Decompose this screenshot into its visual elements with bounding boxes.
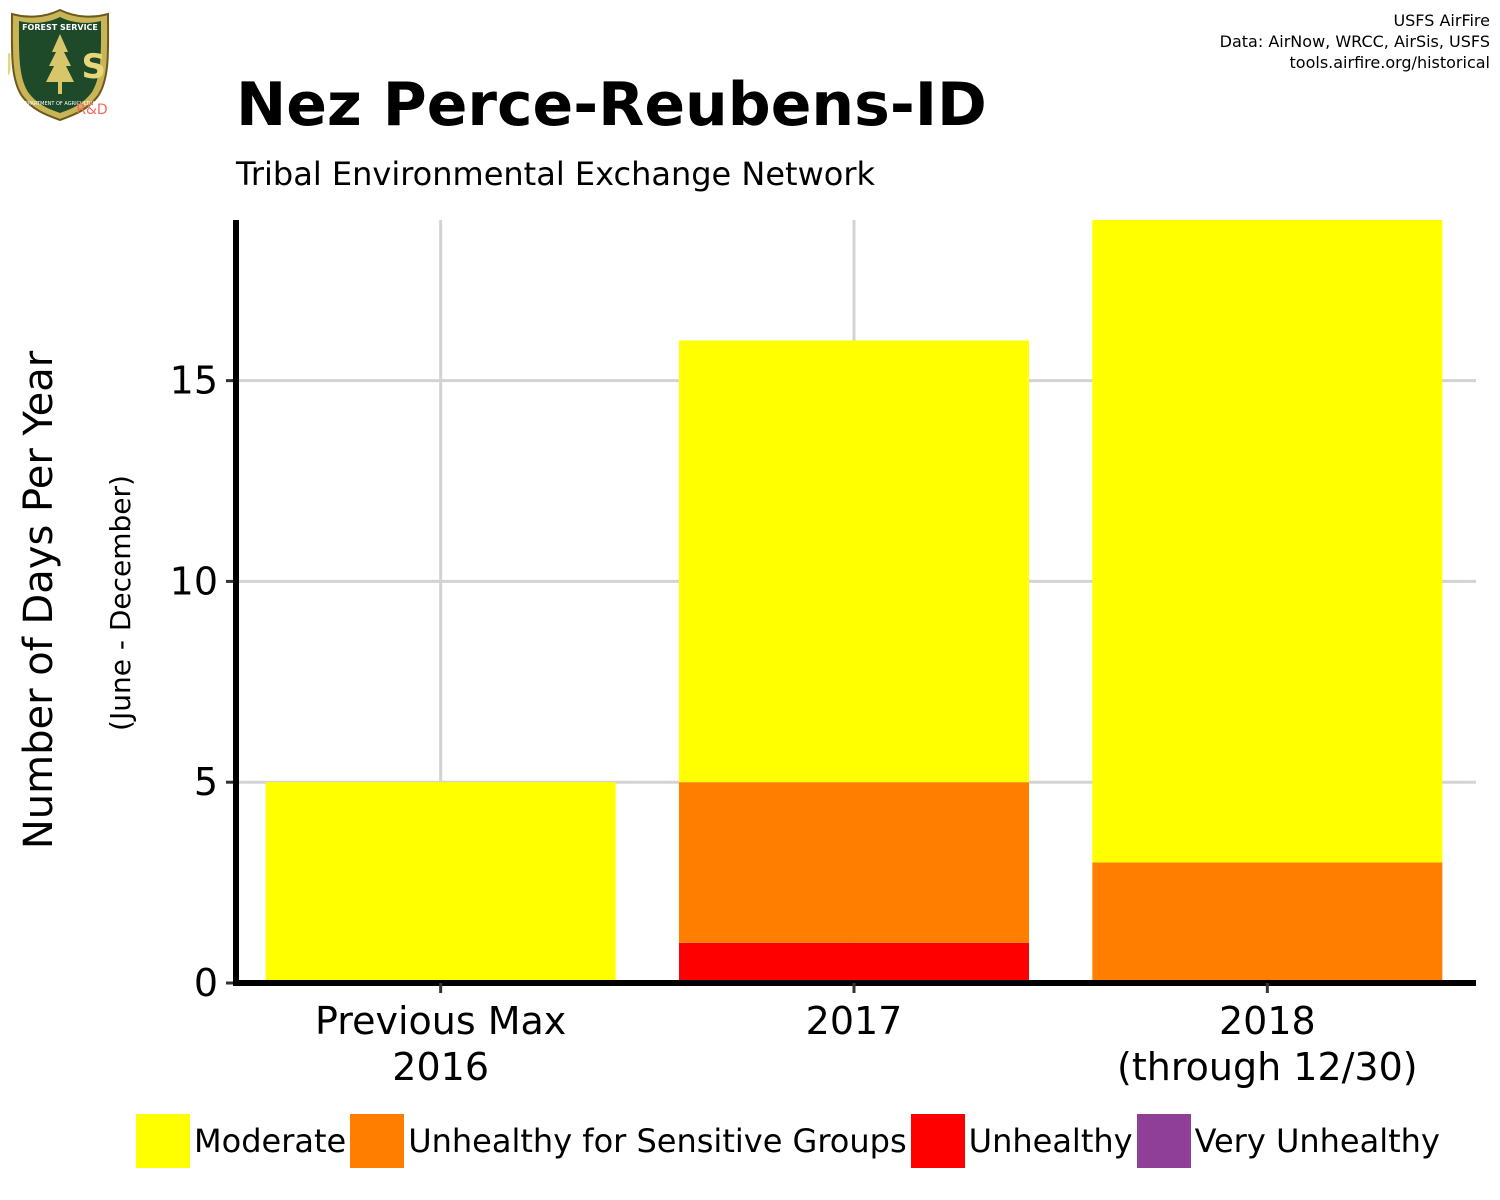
x-tick-label: Previous Max — [315, 999, 566, 1043]
legend-swatch — [350, 1114, 405, 1168]
credits: USFS AirFire Data: AirNow, WRCC, AirSis,… — [1220, 10, 1490, 73]
credit-line: tools.airfire.org/historical — [1289, 53, 1490, 72]
logo-top-text: FOREST SERVICE — [22, 23, 98, 32]
chart-title: Nez Perce-Reubens-ID — [236, 70, 987, 140]
usfs-shield-logo: FOREST SERVICE U S DEPARTMENT OF AGRICUL… — [8, 8, 112, 122]
y-axis-sublabel: (June - December) — [104, 475, 137, 731]
bar-segment — [1092, 220, 1443, 863]
legend-label: Very Unhealthy — [1194, 1122, 1440, 1160]
x-tick-label: 2016 — [392, 1045, 489, 1089]
chart-subtitle: Tribal Environmental Exchange Network — [236, 155, 876, 193]
legend-swatch — [136, 1114, 190, 1168]
bar-segment — [679, 782, 1029, 943]
legend-item-usg: Unhealthy for Sensitive Groups — [350, 1114, 910, 1168]
legend-label: Unhealthy — [968, 1122, 1133, 1160]
bar-segment — [679, 340, 1029, 783]
logo-bottom-text: DEPARTMENT OF AGRICULTURE — [21, 101, 99, 107]
x-tick-label: 2017 — [806, 999, 903, 1043]
legend-label: Unhealthy for Sensitive Groups — [408, 1122, 907, 1160]
legend-swatch — [1136, 1114, 1191, 1168]
y-axis-label: Number of Days Per Year — [16, 350, 62, 849]
bar-segment — [265, 782, 616, 983]
y-tick-label: 0 — [194, 961, 218, 1005]
y-tick-label: 15 — [170, 359, 218, 403]
x-tick-label: 2018 — [1219, 999, 1316, 1043]
bars — [265, 220, 1443, 983]
legend-label: Moderate — [194, 1122, 347, 1160]
bar-segment — [1092, 862, 1443, 983]
x-tick-label: (through 12/30) — [1117, 1045, 1418, 1089]
credit-line: USFS AirFire — [1393, 11, 1490, 30]
y-tick-label: 5 — [194, 760, 218, 804]
legend-item-moderate: Moderate — [136, 1114, 350, 1168]
legend: Moderate Unhealthy for Sensitive Groups … — [136, 1114, 1444, 1168]
logo-tag: R&D — [76, 102, 107, 118]
credit-line: Data: AirNow, WRCC, AirSis, USFS — [1219, 32, 1490, 51]
legend-item-very-unhealthy: Very Unhealthy — [1136, 1114, 1444, 1168]
bar-segment — [679, 942, 1029, 983]
logo-letters: U S — [8, 47, 112, 87]
legend-swatch — [910, 1114, 965, 1168]
legend-item-unhealthy: Unhealthy — [910, 1114, 1137, 1168]
y-tick-label: 10 — [170, 559, 218, 603]
